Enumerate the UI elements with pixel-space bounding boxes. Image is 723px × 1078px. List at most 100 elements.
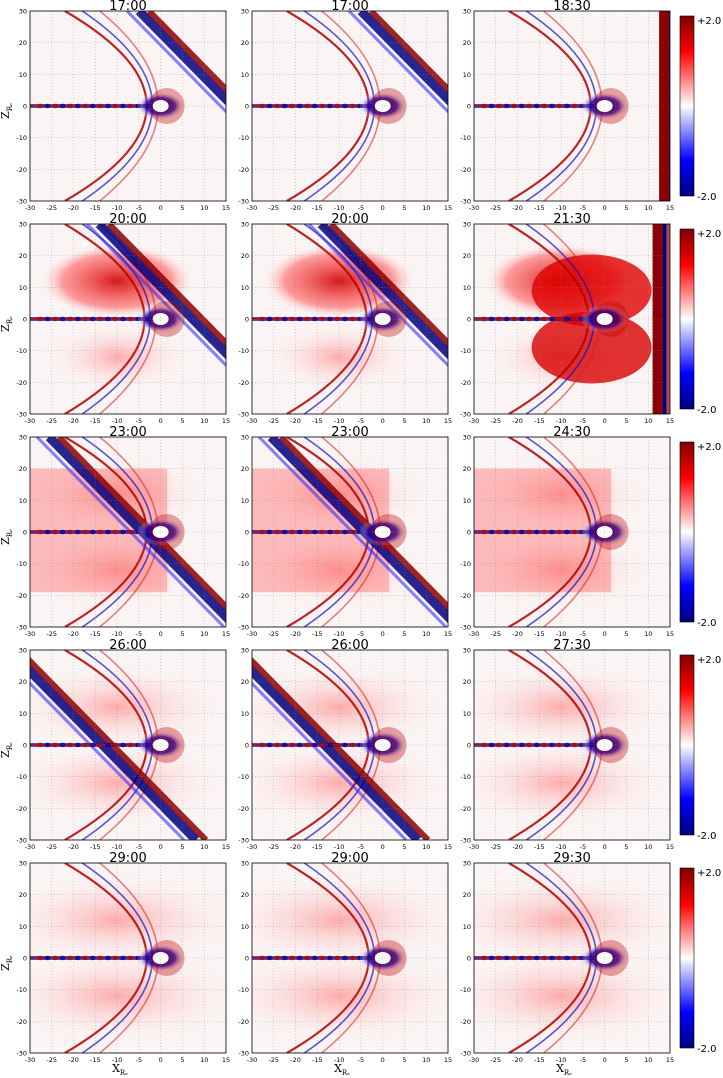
panel-title: 20:00 bbox=[109, 212, 146, 227]
x-tick-label: 0 bbox=[603, 417, 607, 425]
x-tick-label: -20 bbox=[512, 417, 523, 425]
colorbar: +2.0 -2.0 bbox=[679, 15, 721, 203]
y-tick-label: 20 bbox=[241, 252, 249, 260]
x-tick-label: -5 bbox=[136, 204, 142, 212]
x-tick-label: -25 bbox=[268, 204, 279, 212]
x-tick-label: 10 bbox=[644, 1056, 652, 1064]
colorbar: +2.0 -2.0 bbox=[679, 867, 721, 1055]
y-tick-label: -30 bbox=[16, 1050, 27, 1058]
y-tick-label: 0 bbox=[23, 316, 27, 324]
colorbar: +2.0 -2.0 bbox=[679, 654, 721, 842]
panel-title: 23:00 bbox=[109, 425, 146, 440]
panel-6: 21:30 -30 -25 -20 -15 -10 -5 0 5 10 15 -30 -20 -10 0 10… bbox=[460, 212, 674, 425]
x-tick-label: -20 bbox=[512, 1056, 523, 1064]
inner-boundary bbox=[596, 739, 613, 751]
x-tick-label: -20 bbox=[290, 204, 301, 212]
x-tick-label: 5 bbox=[180, 843, 184, 851]
x-tick-label: 10 bbox=[422, 843, 430, 851]
x-tick-label: 0 bbox=[381, 630, 385, 638]
x-tick-label: 10 bbox=[644, 843, 652, 851]
y-tick-label: -30 bbox=[460, 837, 471, 845]
y-tick-label: 20 bbox=[19, 252, 27, 260]
x-tick-label: 10 bbox=[644, 417, 652, 425]
y-tick-label: 10 bbox=[19, 497, 27, 505]
panel-title: 17:00 bbox=[109, 0, 146, 14]
inner-boundary bbox=[152, 100, 169, 112]
x-tick-label: -25 bbox=[268, 630, 279, 638]
inner-boundary bbox=[152, 739, 169, 751]
x-tick-label: -10 bbox=[556, 630, 567, 638]
north-lobe bbox=[252, 870, 448, 970]
y-tick-label: -10 bbox=[16, 134, 27, 142]
y-tick-label: 30 bbox=[241, 647, 249, 655]
heatmap-field bbox=[474, 863, 670, 1053]
y-tick-label: 30 bbox=[19, 647, 27, 655]
inner-boundary bbox=[152, 952, 169, 964]
x-tick-label: 10 bbox=[200, 204, 208, 212]
x-tick-label: 0 bbox=[159, 630, 163, 638]
x-tick-label: -10 bbox=[334, 417, 345, 425]
y-tick-label: 10 bbox=[19, 284, 27, 292]
x-tick-label: -15 bbox=[534, 417, 545, 425]
y-tick-label: 0 bbox=[467, 103, 471, 111]
y-tick-label: 10 bbox=[241, 710, 249, 718]
x-tick-label: 15 bbox=[222, 843, 230, 851]
x-tick-label: -20 bbox=[512, 204, 523, 212]
y-tick-label: -20 bbox=[16, 166, 27, 174]
y-tick-label: 0 bbox=[467, 529, 471, 537]
x-tick-label: 0 bbox=[381, 204, 385, 212]
colorbar-max-label: +2.0 bbox=[697, 655, 721, 666]
x-tick-label: -30 bbox=[247, 630, 258, 638]
y-tick-label: 30 bbox=[241, 860, 249, 868]
x-tick-label: -5 bbox=[580, 630, 586, 638]
y-tick-label: -10 bbox=[460, 347, 471, 355]
heatmap-field bbox=[474, 437, 670, 627]
x-tick-label: 5 bbox=[180, 204, 184, 212]
x-tick-label: 15 bbox=[444, 1056, 452, 1064]
y-tick-label: 20 bbox=[463, 678, 471, 686]
x-tick-label: 5 bbox=[624, 1056, 628, 1064]
y-tick-label: 30 bbox=[19, 221, 27, 229]
y-tick-label: 0 bbox=[467, 742, 471, 750]
x-tick-label: 10 bbox=[422, 417, 430, 425]
panel-frame bbox=[251, 649, 449, 841]
x-tick-label: 0 bbox=[159, 1056, 163, 1064]
heatmap-field bbox=[30, 11, 226, 201]
y-tick-label: 0 bbox=[467, 316, 471, 324]
y-tick-label: -10 bbox=[16, 347, 27, 355]
x-tick-label: -25 bbox=[490, 417, 501, 425]
x-tick-label: -10 bbox=[556, 843, 567, 851]
panel-frame bbox=[473, 436, 671, 628]
panel-4: 20:00 -30 -25 -20 -15 -10 -5 0 5 10 15 -30 -20 -10 0 10… bbox=[16, 212, 230, 425]
y-tick-label: 0 bbox=[245, 742, 249, 750]
panel-10: 26:00 -30 -25 -20 -15 -10 -5 0 5 10 15 -30 -20 -10 0 10… bbox=[16, 638, 230, 851]
x-tick-label: 15 bbox=[444, 417, 452, 425]
panel-frame bbox=[251, 862, 449, 1054]
x-tick-label: 15 bbox=[222, 630, 230, 638]
x-tick-label: -5 bbox=[136, 630, 142, 638]
panel-7: 23:00 -30 -25 -20 -15 -10 -5 0 5 10 15 -30 -20 -10 0 10… bbox=[16, 425, 230, 638]
south-lobe bbox=[30, 946, 226, 1046]
x-tick-label: 0 bbox=[603, 843, 607, 851]
y-tick-label: -20 bbox=[238, 592, 249, 600]
x-tick-label: 5 bbox=[402, 1056, 406, 1064]
y-tick-label: -20 bbox=[460, 379, 471, 387]
x-tick-label: -25 bbox=[490, 1056, 501, 1064]
panel-5: 20:00 -30 -25 -20 -15 -10 -5 0 5 10 15 -30 -20 -10 0 10… bbox=[238, 212, 452, 425]
y-tick-label: 0 bbox=[23, 103, 27, 111]
x-tick-label: -5 bbox=[136, 417, 142, 425]
inner-boundary bbox=[596, 952, 613, 964]
heatmap-field bbox=[30, 650, 226, 840]
x-tick-label: 15 bbox=[222, 204, 230, 212]
x-tick-label: -5 bbox=[136, 1056, 142, 1064]
y-tick-label: 30 bbox=[19, 434, 27, 442]
x-tick-label: -15 bbox=[312, 843, 323, 851]
x-tick-label: -30 bbox=[247, 204, 258, 212]
north-lobe bbox=[252, 452, 436, 536]
x-tick-label: -25 bbox=[268, 1056, 279, 1064]
panel-title: 18:30 bbox=[553, 0, 590, 14]
y-tick-label: 30 bbox=[241, 434, 249, 442]
x-tick-label: -5 bbox=[580, 1056, 586, 1064]
colorbar-max-label: +2.0 bbox=[697, 868, 721, 879]
x-tick-label: -25 bbox=[268, 843, 279, 851]
